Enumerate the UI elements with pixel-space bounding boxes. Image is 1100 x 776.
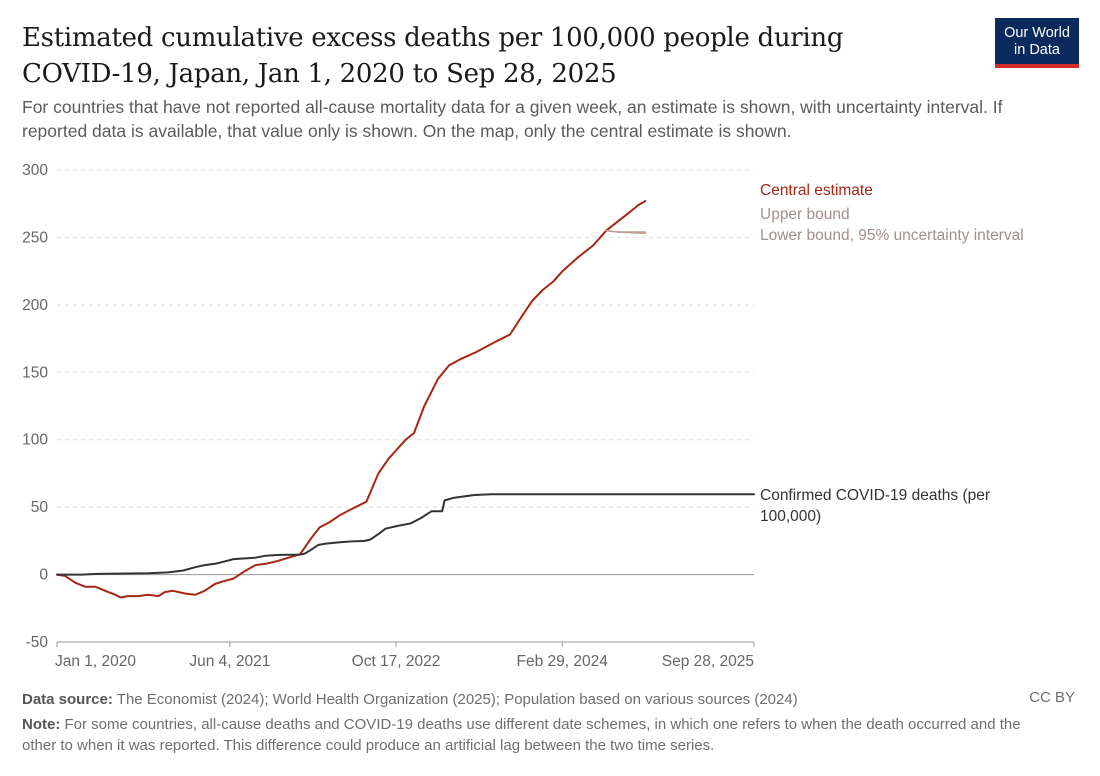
legend-label-confirmed: Confirmed COVID-19 deaths (per <box>760 487 990 504</box>
x-tick-label: Feb 29, 2024 <box>517 653 609 670</box>
legend-label-confirmed: 100,000) <box>760 508 821 525</box>
logo-line-1: Our World <box>1004 25 1070 41</box>
y-tick-label: 100 <box>22 432 48 449</box>
x-tick-label: Jan 1, 2020 <box>55 653 136 670</box>
y-tick-label: 0 <box>39 567 48 584</box>
data-source: Data source: The Economist (2024); World… <box>22 689 982 710</box>
x-tick-label: Oct 17, 2022 <box>352 653 441 670</box>
x-tick-label: Sep 28, 2025 <box>662 653 754 670</box>
logo-line-2: in Data <box>1014 42 1060 58</box>
note-text: For some countries, all-cause deaths and… <box>22 716 1021 754</box>
data-source-label: Data source: <box>22 691 113 708</box>
data-source-text: The Economist (2024); World Health Organ… <box>116 691 798 708</box>
series-line-confirmed <box>56 493 755 576</box>
legend-label-central: Central estimate <box>760 182 873 199</box>
y-tick-label: 150 <box>22 364 48 381</box>
x-tick-label: Jun 4, 2021 <box>189 653 270 670</box>
legend-label-lower: Lower bound, 95% uncertainty interval <box>760 227 1024 244</box>
chart-subtitle: For countries that have not reported all… <box>22 97 1003 141</box>
chart-note: Note: For some countries, all-cause deat… <box>22 714 1022 756</box>
y-tick-label: -50 <box>26 634 49 651</box>
note-label: Note: <box>22 716 61 733</box>
y-tick-label: 50 <box>31 499 49 516</box>
chart-title: Estimated cumulative excess deaths per 1… <box>22 23 844 89</box>
y-tick-label: 250 <box>22 229 48 246</box>
y-tick-label: 200 <box>22 297 48 314</box>
owid-logo[interactable]: Our World in Data <box>995 18 1079 68</box>
legend-label-upper: Upper bound <box>760 206 850 223</box>
line-chart: -50 0 50 100 150 200 250 300 Jan 1, 2020 Jun 4, 2… <box>22 162 1024 670</box>
series-line-lower <box>605 229 647 235</box>
series-line-central <box>56 200 647 599</box>
y-tick-label: 300 <box>22 162 48 179</box>
license-link[interactable]: CC BY <box>1029 689 1075 706</box>
